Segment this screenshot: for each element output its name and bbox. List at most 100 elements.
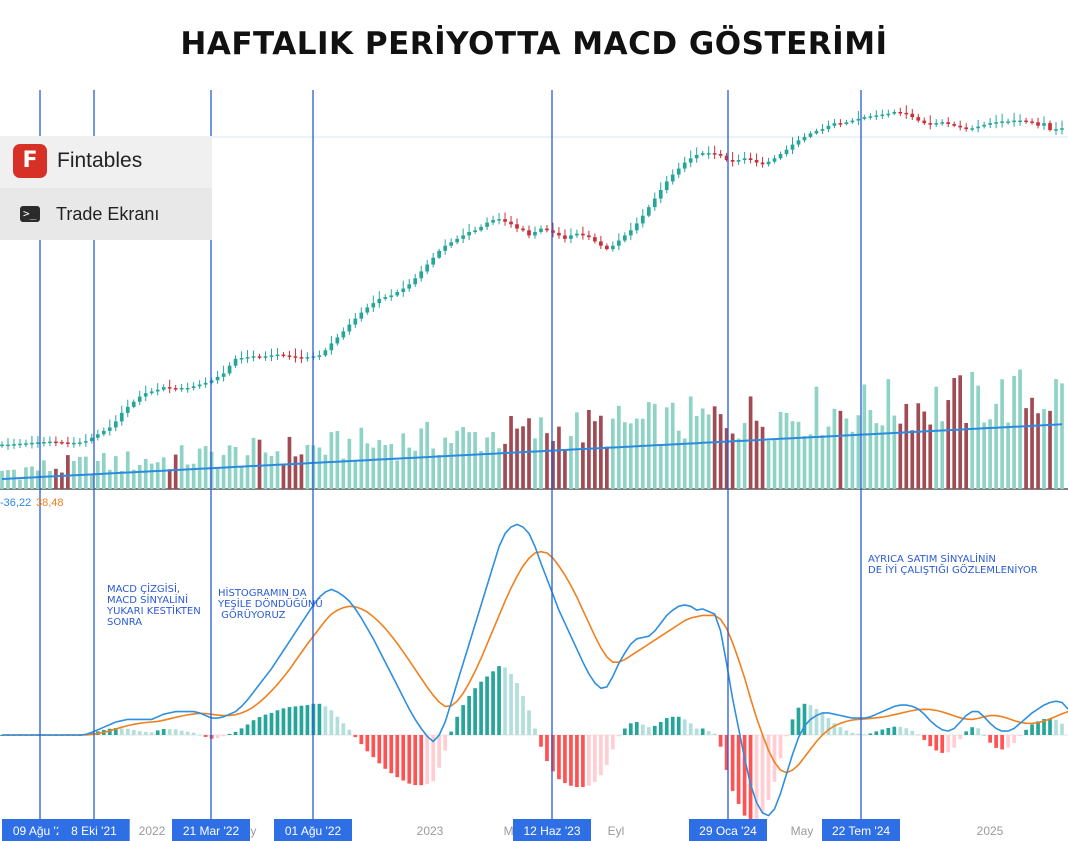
volume-bar [856,415,861,489]
volume-bar [557,426,561,489]
price-candle [467,224,471,241]
volume-bar [407,447,412,489]
volume-bar [221,454,226,489]
price-candle [706,146,711,159]
histogram-bar [826,718,831,735]
macd-histogram [0,666,1064,821]
volume-bar [808,434,813,489]
histogram-bar [467,696,471,735]
histogram-bar [1030,724,1034,735]
price-candle [862,114,867,121]
price-candle [856,111,861,126]
histogram-bar [473,688,477,735]
price-candle [113,415,118,432]
price-candle [473,226,477,235]
histogram-bar [922,735,927,740]
histogram-bar [539,735,543,747]
price-candle [66,436,70,448]
price-candle [551,222,555,238]
price-candle [149,388,154,396]
price-candle [994,114,998,129]
histogram-bar [850,733,855,735]
x-axis-signal-dates: 09 Ağu '21 8 Eki '21 21 Mar '22 01 Ağu '22 1… [2,819,900,841]
price-candle [772,155,777,164]
volume-bar [796,421,801,489]
volume-bar [706,414,711,489]
histogram-bar [197,734,202,736]
volume-bar [569,436,573,489]
brand-header[interactable]: F Fintables [0,136,212,188]
price-candle [688,150,693,168]
price-candle [754,153,759,167]
histogram-bar [575,735,579,787]
price-candle [634,217,639,234]
volume-bar [994,403,998,489]
volume-bar [533,438,537,489]
price-candle [790,137,795,155]
price-candle [587,230,591,240]
x-tick-label: 2022 [139,824,166,838]
volume-bar [670,402,675,489]
price-candle [1048,120,1052,132]
volume-bar [215,467,220,489]
price-candle [814,128,819,135]
price-candle [880,109,885,120]
volume-bar [107,469,112,489]
histogram-bar [724,735,729,771]
price-candle [569,228,573,244]
price-candle [628,222,633,240]
histogram-bar [778,735,783,759]
histogram-bar [431,735,436,782]
volume-bar [593,421,597,489]
price-candle [748,152,753,164]
price-candle [497,213,501,225]
price-candle [802,133,807,143]
histogram-bar [652,725,657,735]
histogram-bar [515,683,519,735]
price-candle [605,243,609,251]
volume-bar [239,465,244,489]
histogram-bar [760,735,765,813]
histogram-bar [772,735,777,782]
histogram-bar [173,729,178,735]
histogram-bar [275,710,280,735]
histogram-bar [676,716,681,735]
price-candle [239,351,244,364]
histogram-bar [131,730,136,735]
histogram-bar [149,732,154,735]
price-candle [191,382,196,391]
trade-screen-menu-item[interactable]: >_ Trade Ekranı [0,188,212,240]
histogram-bar [940,735,945,753]
volume-bar [730,433,735,489]
volume-bar [868,410,873,489]
volume-bar [275,451,280,489]
price-candle [778,151,783,160]
volume-bar [916,403,921,489]
volume-bar [700,408,705,489]
volume-bar [521,426,525,489]
histogram-bar [844,730,849,735]
price-candle [30,435,34,449]
volume-bar [36,470,40,489]
price-candle [131,399,136,409]
svg-text:8 Eki '21: 8 Eki '21 [71,824,117,838]
volume-bar [748,396,753,489]
price-candle [593,233,597,244]
svg-text:22 Tem '24: 22 Tem '24 [832,824,890,838]
price-candle [988,117,992,128]
price-candle [850,118,855,124]
price-candle [784,145,789,157]
volume-bar [473,432,477,489]
histogram-bar [1000,735,1004,750]
volume-bar [125,451,130,489]
volume-bar [287,436,292,489]
price-candle [808,131,813,139]
volume-bar [964,422,969,489]
histogram-bar [964,731,969,735]
volume-bar [832,408,837,489]
histogram-bar [161,729,166,735]
histogram-bar [664,718,669,735]
volume-bar [48,471,52,489]
price-candle [928,115,933,130]
histogram-bar [916,734,921,736]
